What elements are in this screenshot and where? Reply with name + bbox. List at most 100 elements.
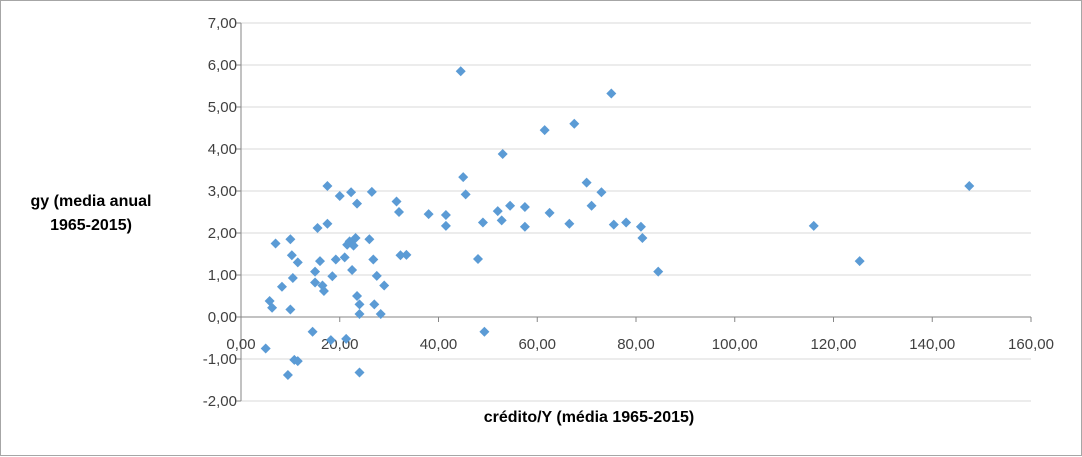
- data-point: [440, 209, 451, 220]
- data-point: [354, 309, 365, 320]
- data-point: [375, 309, 386, 320]
- data-point: [477, 217, 488, 228]
- data-point: [519, 221, 530, 232]
- data-point: [310, 266, 321, 277]
- data-point: [334, 191, 345, 202]
- data-point: [354, 299, 365, 310]
- data-point: [270, 238, 281, 249]
- x-tick-label: 80,00: [617, 336, 655, 353]
- data-point: [596, 187, 607, 198]
- data-point: [496, 215, 507, 226]
- data-point: [292, 257, 303, 268]
- data-point: [330, 254, 341, 265]
- data-point: [322, 218, 333, 229]
- data-point: [423, 209, 434, 220]
- data-point: [292, 356, 303, 367]
- data-point: [564, 218, 575, 229]
- data-point: [621, 217, 632, 228]
- x-axis-title: crédito/Y (média 1965-2015): [484, 409, 694, 426]
- data-point: [391, 196, 402, 207]
- x-tick-label: 100,00: [712, 336, 758, 353]
- x-tick-label: 60,00: [518, 336, 556, 353]
- data-point: [473, 254, 483, 265]
- axes: [236, 22, 1032, 402]
- data-point: [637, 233, 648, 244]
- y-tick-label: 0,00: [208, 309, 237, 326]
- y-tick-label: 6,00: [208, 57, 237, 74]
- data-point: [808, 220, 819, 231]
- x-tick-labels: 0,00 20,00 40,00 60,00 80,00 100,00 120,00 140,…: [226, 336, 1054, 353]
- data-point: [315, 256, 325, 267]
- data-point: [354, 367, 365, 378]
- data-point: [368, 254, 379, 265]
- data-point: [327, 271, 338, 282]
- data-point: [267, 302, 278, 313]
- data-point: [339, 252, 350, 263]
- data-point: [318, 285, 329, 296]
- y-axis-title-line-2: 1965-2015): [50, 217, 132, 234]
- data-point: [544, 207, 555, 218]
- data-point: [341, 333, 352, 344]
- data-point: [458, 172, 469, 183]
- data-point: [352, 198, 363, 209]
- x-tick-label: 140,00: [909, 336, 955, 353]
- x-tick-label: 160,00: [1008, 336, 1054, 353]
- data-point: [964, 180, 975, 191]
- data-point: [505, 200, 516, 211]
- data-point: [348, 240, 359, 251]
- y-tick-label: 5,00: [208, 99, 237, 116]
- data-point: [346, 187, 357, 198]
- data-point: [401, 249, 412, 260]
- y-tick-label: 2,00: [208, 225, 237, 242]
- data-point: [322, 180, 333, 191]
- y-tick-label: 7,00: [208, 15, 237, 32]
- data-point: [539, 125, 550, 136]
- data-point: [440, 220, 451, 231]
- data-point: [379, 280, 390, 291]
- data-point: [276, 281, 287, 292]
- data-point: [395, 250, 406, 261]
- data-point: [282, 369, 293, 380]
- y-tick-label: -1,00: [203, 351, 237, 368]
- data-point: [394, 207, 404, 217]
- data-point: [371, 270, 382, 281]
- data-point: [581, 177, 592, 188]
- data-point: [369, 299, 380, 310]
- x-tick-label: 0,00: [226, 336, 255, 353]
- data-point: [653, 266, 664, 277]
- data-point: [325, 335, 336, 346]
- data-point: [854, 256, 865, 267]
- data-point: [285, 304, 296, 315]
- data-point: [460, 189, 471, 200]
- data-point: [352, 291, 363, 301]
- data-point: [350, 233, 361, 244]
- data-point: [519, 201, 530, 212]
- data-point: [586, 200, 597, 211]
- data-point: [569, 118, 580, 129]
- data-point: [608, 219, 619, 230]
- data-point: [606, 88, 617, 99]
- data-point: [307, 326, 318, 337]
- data-point: [364, 234, 375, 245]
- data-point: [287, 272, 298, 283]
- data-point: [366, 186, 377, 197]
- data-point: [492, 206, 503, 217]
- data-points: [260, 66, 975, 380]
- data-point: [310, 277, 321, 288]
- data-point: [455, 66, 466, 77]
- data-point: [347, 264, 358, 275]
- y-tick-label: 4,00: [208, 141, 237, 158]
- data-point: [479, 326, 490, 337]
- y-tick-label: -2,00: [203, 393, 237, 410]
- data-point: [312, 222, 323, 233]
- data-point: [286, 250, 297, 261]
- y-tick-label: 1,00: [208, 267, 237, 284]
- x-tick-label: 20,00: [321, 336, 359, 353]
- y-tick-label: 3,00: [208, 183, 237, 200]
- x-tick-label: 40,00: [420, 336, 458, 353]
- data-point: [635, 221, 646, 232]
- y-tick-labels: -2,00 -1,00 0,00 1,00 2,00 3,00 4,00 5,00 6,00 7,…: [203, 15, 237, 410]
- x-tick-label: 120,00: [811, 336, 857, 353]
